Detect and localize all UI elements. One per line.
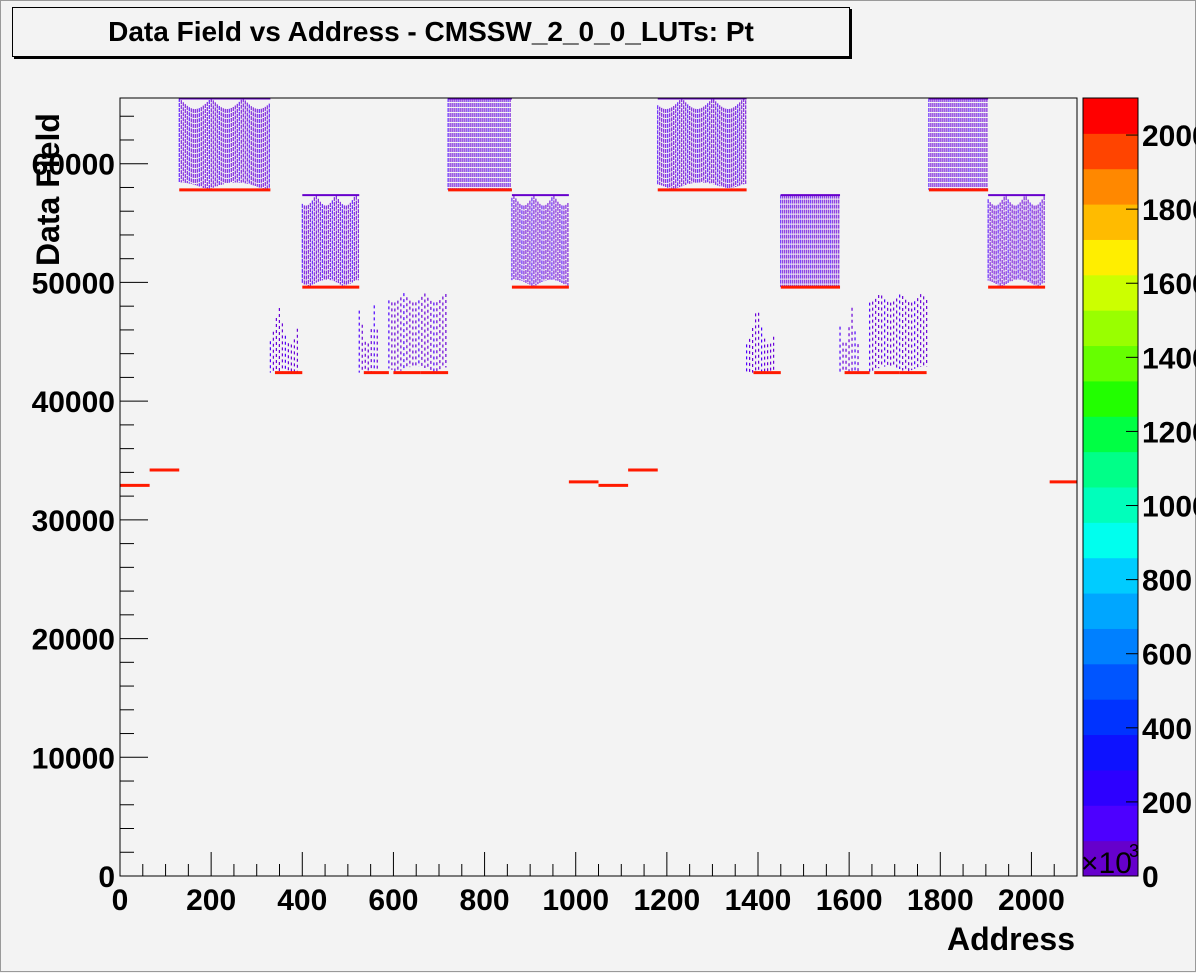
colorbar-tick-label: 800: [1142, 565, 1192, 598]
y-tick-label: 50000: [32, 267, 115, 300]
colorbar-segment: [1083, 380, 1138, 417]
colorbar-segment: [1083, 204, 1138, 240]
x-tick-label: 200: [186, 884, 236, 917]
colorbar-segment: [1083, 345, 1138, 382]
colorbar-tick-label: 1000: [1142, 491, 1196, 524]
colorbar-segment: [1083, 699, 1138, 736]
chart-title-box: Data Field vs Address - CMSSW_2_0_0_LUTs…: [12, 7, 850, 57]
chart-title: Data Field vs Address - CMSSW_2_0_0_LUTs…: [108, 16, 754, 47]
x-tick-label: 1200: [633, 884, 700, 917]
colorbar-tick-label: 0: [1142, 861, 1159, 894]
colorbar-tick-label: 600: [1142, 639, 1192, 672]
colorbar-tick-label: 2000: [1142, 120, 1196, 153]
x-axis-title: Address: [946, 921, 1075, 957]
colorbar-tick-label: 1800: [1142, 194, 1196, 227]
colorbar-tick-label: 200: [1142, 787, 1192, 820]
data-cluster: [301, 194, 360, 287]
colorbar-segment: [1083, 840, 1138, 877]
colorbar-segment: [1083, 133, 1138, 170]
data-cluster: [987, 194, 1046, 287]
x-tick-label: 0: [112, 884, 129, 917]
x-tick-label: 400: [277, 884, 327, 917]
y-tick-label: 30000: [32, 505, 115, 538]
data-cluster: [447, 97, 512, 190]
colorbar-segment: [1083, 416, 1138, 453]
colorbar-segment: [1083, 451, 1138, 488]
y-tick-label: 40000: [32, 386, 115, 419]
colorbar-tick-label: 400: [1142, 713, 1192, 746]
data-cluster: [388, 293, 447, 373]
colorbar-frame: [1082, 97, 1139, 877]
y-tick-label: 0: [98, 861, 115, 894]
x-tick-label: 1800: [907, 884, 974, 917]
x-tick-label: 1600: [816, 884, 883, 917]
colorbar-segment: [1083, 98, 1138, 134]
data-cluster: [269, 307, 298, 373]
x-tick-label: 800: [460, 884, 510, 917]
x-tick-label: 1400: [725, 884, 792, 917]
colorbar-tick-label: 1600: [1142, 268, 1196, 301]
data-cluster: [839, 307, 859, 373]
data-cluster: [869, 294, 928, 373]
colorbar-tick-label: 1400: [1142, 342, 1196, 375]
colorbar-segment: [1083, 628, 1138, 665]
colorbar-segment: [1083, 239, 1138, 276]
y-tick-label: 10000: [32, 742, 115, 775]
data-cluster: [657, 97, 747, 190]
data-cluster: [358, 305, 378, 373]
colorbar-segment: [1083, 274, 1138, 311]
x-tick-label: 1000: [542, 884, 609, 917]
colorbar-segment: [1083, 522, 1138, 559]
y-tick-label: 20000: [32, 624, 115, 657]
x-tick-label: 2000: [998, 884, 1065, 917]
colorbar-exponent-label: ×10: [1081, 847, 1132, 880]
colorbar-segment: [1083, 663, 1138, 700]
data-cluster: [780, 194, 841, 288]
colorbar-tick-label: 1200: [1142, 416, 1196, 449]
colorbar-segment: [1083, 769, 1138, 806]
colorbar-segment: [1083, 168, 1138, 205]
colorbar-segment: [1083, 734, 1138, 771]
y-axis-title: Data Field: [30, 113, 66, 266]
colorbar-segment: [1083, 593, 1138, 629]
plot-area: [120, 98, 1077, 876]
colorbar-segment: [1083, 487, 1138, 523]
x-tick-label: 600: [368, 884, 418, 917]
colorbar-segment: [1083, 310, 1138, 347]
data-cluster: [511, 194, 569, 287]
colorbar-segment: [1083, 805, 1138, 842]
colorbar-segment: [1083, 557, 1138, 594]
colorbar-exponent: 3: [1129, 841, 1139, 861]
data-cluster: [746, 312, 775, 373]
y-tick-label: 60000: [32, 149, 115, 182]
